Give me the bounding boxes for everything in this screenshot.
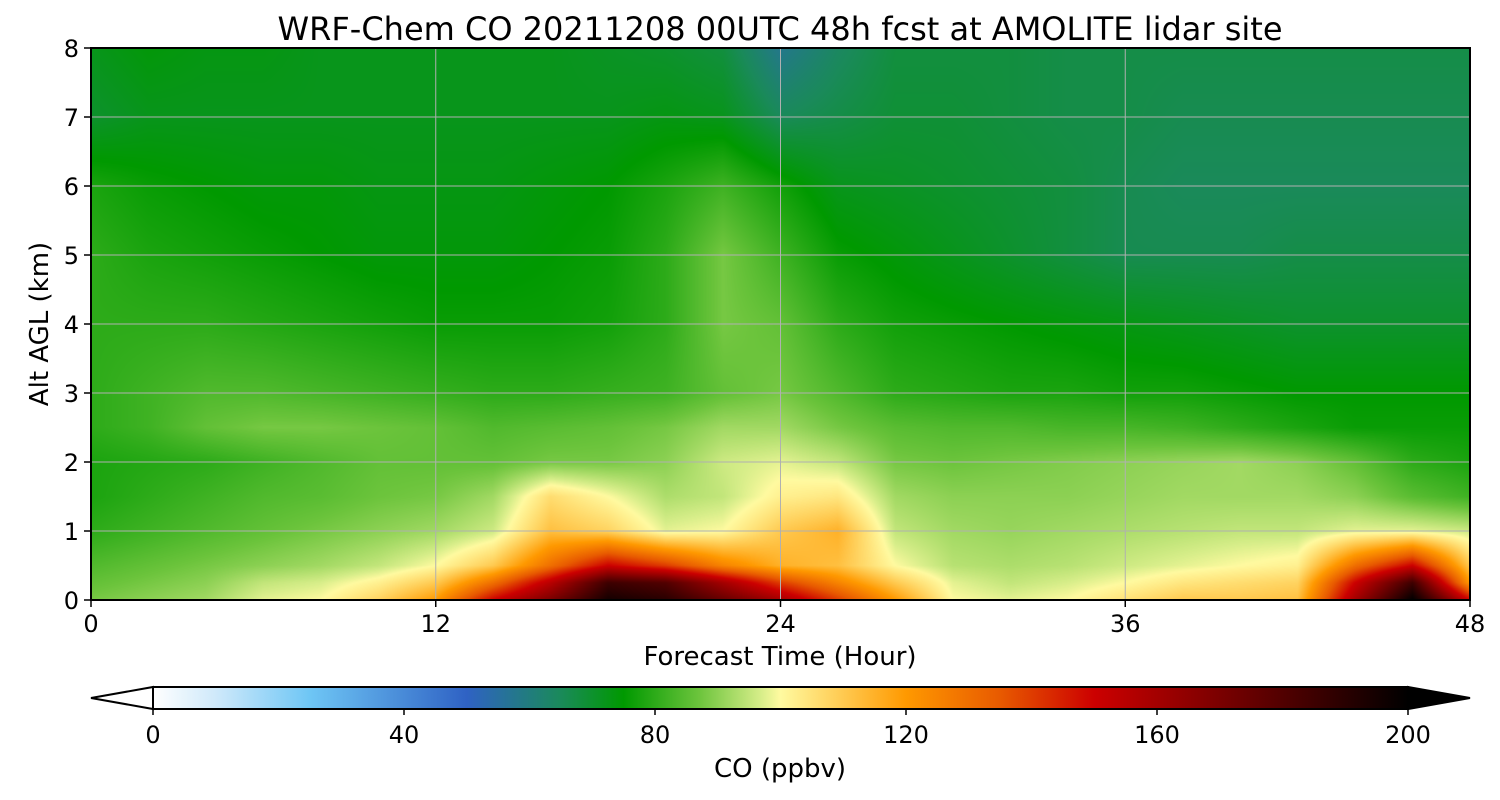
- y-tick-label: 5: [64, 242, 79, 270]
- colorbar-tick-label: 40: [389, 721, 420, 749]
- colorbar-tick-label: 120: [883, 721, 929, 749]
- colorbar-tick-label: 80: [640, 721, 671, 749]
- colorbar-tick-label: 160: [1134, 721, 1180, 749]
- x-tick-label: 36: [1110, 610, 1141, 638]
- grid-lines: [91, 48, 1470, 600]
- colorbar-extend-high: [1407, 685, 1471, 711]
- x-tick-label: 0: [83, 610, 98, 638]
- colorbar-label: CO (ppbv): [714, 754, 846, 784]
- x-tick-label: 12: [420, 610, 451, 638]
- y-tick-label: 6: [64, 173, 79, 201]
- colorbar-gradient: [152, 686, 1409, 710]
- x-tick-label: 48: [1455, 610, 1486, 638]
- colorbar-tick-label: 0: [145, 721, 160, 749]
- y-tick-label: 4: [64, 311, 79, 339]
- y-tick-label: 3: [64, 380, 79, 408]
- y-tick-label: 0: [64, 587, 79, 615]
- colorbar-tick-label: 200: [1385, 721, 1431, 749]
- y-tick-label: 2: [64, 449, 79, 477]
- colorbar-extend-low: [90, 685, 154, 711]
- y-tick-label: 7: [64, 104, 79, 132]
- x-axis-label: Forecast Time (Hour): [643, 642, 916, 672]
- colorbar-ticks: 0 40 80 120 160 200: [145, 709, 1431, 749]
- x-tick-label: 24: [765, 610, 796, 638]
- y-tick-label: 8: [64, 35, 79, 63]
- x-axis: 0 12 24 36 48: [83, 600, 1485, 638]
- chart-title: WRF-Chem CO 20211208 00UTC 48h fcst at A…: [277, 10, 1282, 48]
- y-axis-label: Alt AGL (km): [25, 242, 55, 406]
- colorbar: 0 40 80 120 160 200 CO (ppbv): [90, 685, 1471, 784]
- y-axis: 0 1 2 3 4 5 6 7 8: [64, 35, 91, 615]
- y-tick-label: 1: [64, 518, 79, 546]
